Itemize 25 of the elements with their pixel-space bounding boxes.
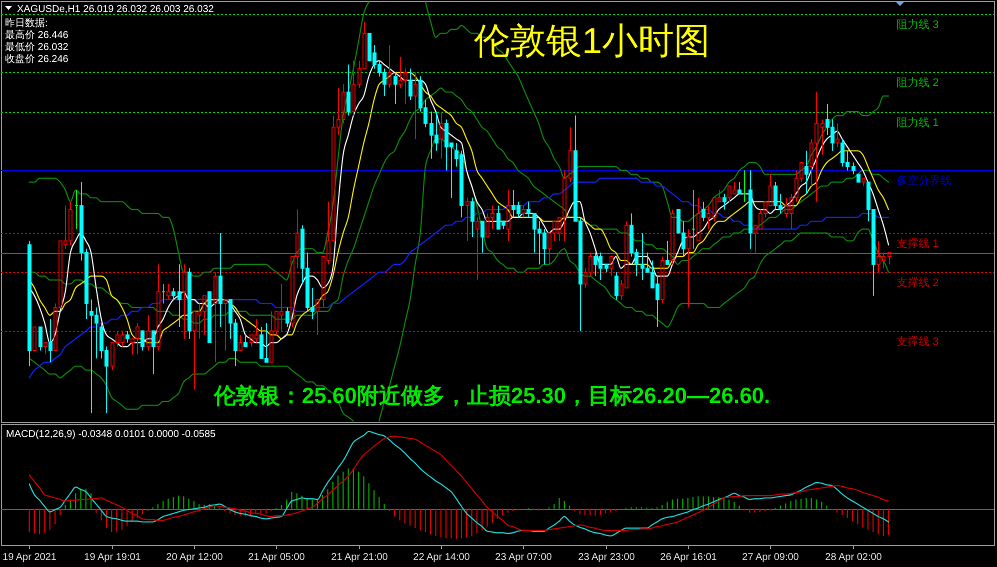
ref-line-label: 支撑线 2 [896,276,939,289]
x-tick-label: 22 Apr 14:00 [413,552,470,563]
annotation: 昨日数据: [5,17,48,29]
x-tick-label: 23 Apr 07:00 [495,552,552,563]
x-tick-label: 28 Apr 02:00 [825,552,882,563]
x-tick-label: 21 Apr 21:00 [331,552,388,563]
chart-subtitle: XAGUSDe,H1 26.019 26.032 26.003 26.032 [17,4,214,15]
x-tick-label: 19 Apr 2021 [2,552,57,563]
x-tick-label: 20 Apr 12:00 [166,552,224,563]
x-tick-label: 19 Apr 19:01 [84,552,142,563]
x-tick-label: 23 Apr 23:00 [578,552,636,563]
ref-line-label: 阻力线 2 [896,76,939,89]
ref-line-label: 阻力线 3 [896,18,939,31]
annotation: 最高价 26.446 [5,29,69,41]
x-tick-label: 27 Apr 09:00 [742,552,800,563]
x-tick-label: 26 Apr 16:01 [660,552,718,563]
ref-line-label: 阻力线 1 [896,116,939,129]
chart-title: 伦敦银1小时图 [474,20,710,61]
annotation: 最低价 26.032 [5,41,69,53]
ref-line-label: 多空分界线 [896,174,952,187]
ref-line-label: 支撑线 3 [896,335,939,348]
annotation: 收盘价 26.246 [5,53,69,65]
chart-title: MACD(12,26,9) -0.0348 0.0101 0.0000 -0.0585 [6,429,216,440]
ref-line-label: 支撑线 1 [896,237,939,250]
x-tick-label: 21 Apr 05:00 [248,552,306,563]
